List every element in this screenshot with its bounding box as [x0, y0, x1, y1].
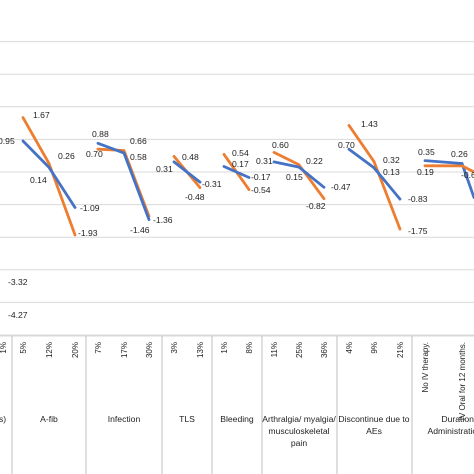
data-label: -4.27: [8, 310, 28, 320]
data-label: 0.60: [272, 140, 289, 150]
x-tick-label: 25%: [295, 342, 304, 358]
data-label: 0.14: [30, 175, 47, 185]
data-label: -1.09: [80, 203, 100, 213]
x-tick-label: No IV therapy.: [421, 342, 430, 393]
x-category-label: s): [0, 414, 6, 424]
orange-series-line: [460, 164, 474, 174]
data-label: 1.67: [33, 110, 50, 120]
x-category-label: Infection: [108, 414, 141, 424]
data-label: 1.43: [361, 119, 378, 129]
x-category-label: Administration: [428, 426, 474, 436]
data-label: 0.58: [130, 152, 147, 162]
x-category-label: Duration &: [441, 414, 474, 424]
x-category-label: Arthralgia/ myalgia/: [262, 414, 336, 424]
blue-series-line: [172, 160, 202, 184]
x-category-label: A-fib: [40, 414, 58, 424]
data-label: -0.83: [408, 194, 428, 204]
data-label: -0.54: [251, 185, 271, 195]
blue-series-line: [347, 147, 402, 201]
x-tick-label: 1%: [0, 342, 8, 354]
category-separators: [11, 336, 413, 474]
orange-series-line: [21, 116, 77, 237]
data-label: -0.6: [461, 170, 474, 180]
x-category-label: pain: [291, 438, 307, 448]
x-tick-label: IV Oral for 12 months.: [458, 342, 467, 420]
x-tick-label: 3%: [170, 342, 179, 354]
data-label: 0.17: [232, 159, 249, 169]
data-label: -0.17: [251, 172, 271, 182]
data-label: 0.26: [58, 151, 75, 161]
data-label: 0.88: [92, 129, 109, 139]
x-category-label: Bleeding: [220, 414, 254, 424]
data-label: -0.48: [185, 192, 205, 202]
x-tick-label: 36%: [320, 342, 329, 358]
x-category-label: AEs: [366, 426, 382, 436]
orange-series-line: [272, 150, 326, 201]
x-tick-labels: 1% 5% 12% 20% 7% 17% 30% 3% 13% 1% 8% 11% 25% 36% 4% 9%…: [0, 342, 467, 420]
data-label: 0.48: [182, 152, 199, 162]
data-label: 0.22: [306, 156, 323, 166]
blue-series-line: [21, 139, 77, 209]
data-label: -3.32: [8, 277, 28, 287]
data-label: 0.19: [417, 167, 434, 177]
x-tick-label: 30%: [145, 342, 154, 358]
data-label: 0.15: [286, 172, 303, 182]
x-tick-label: 7%: [94, 342, 103, 354]
series-lines: [21, 116, 474, 237]
x-category-label: Discontinue due to: [338, 414, 409, 424]
data-label: 0.95: [0, 136, 15, 146]
x-tick-label: 13%: [196, 342, 205, 358]
x-tick-label: 12%: [45, 342, 54, 358]
data-label: 0.31: [256, 156, 273, 166]
data-label: -1.75: [408, 226, 428, 236]
data-label: -0.31: [202, 179, 222, 189]
x-tick-label: 21%: [396, 342, 405, 358]
data-label: -1.36: [153, 215, 173, 225]
blue-series-line: [272, 160, 326, 189]
data-label: 0.70: [338, 140, 355, 150]
blue-series-line: [96, 141, 151, 222]
data-label: -1.46: [130, 225, 150, 235]
data-label: 0.26: [451, 149, 468, 159]
data-label: 0.13: [383, 167, 400, 177]
x-tick-label: 1%: [220, 342, 229, 354]
data-label: 0.66: [130, 136, 147, 146]
x-tick-label: 4%: [345, 342, 354, 354]
data-label: -0.82: [306, 201, 326, 211]
x-tick-label: 20%: [71, 342, 80, 358]
orange-series-line: [347, 124, 402, 231]
data-label: -1.93: [78, 228, 98, 238]
blue-series-line: [222, 165, 251, 179]
x-tick-label: 17%: [120, 342, 129, 358]
x-category-label: TLS: [179, 414, 195, 424]
gridlines: [0, 41, 474, 337]
data-label: 0.70: [86, 149, 103, 159]
blue-series-line: [423, 159, 464, 165]
data-label: 0.32: [383, 155, 400, 165]
x-category-label: musculoskeletal: [268, 426, 329, 436]
x-tick-label: 11%: [270, 342, 279, 357]
blue-series-line: [460, 162, 474, 199]
x-tick-label: 5%: [19, 342, 28, 354]
data-label: 0.35: [418, 147, 435, 157]
x-tick-label: 9%: [370, 342, 379, 354]
x-tick-label: 8%: [245, 342, 254, 354]
data-labels: -3.32 -4.27 0.95 1.67 0.14 0.26 -1.09 -1.93 0.88…: [0, 110, 474, 320]
data-label: -0.47: [331, 182, 351, 192]
x-category-labels: s) A-fib Infection TLS Bleeding Arthralgia/ m…: [0, 414, 474, 448]
data-label: 0.31: [156, 164, 173, 174]
data-label: 0.54: [232, 148, 249, 158]
